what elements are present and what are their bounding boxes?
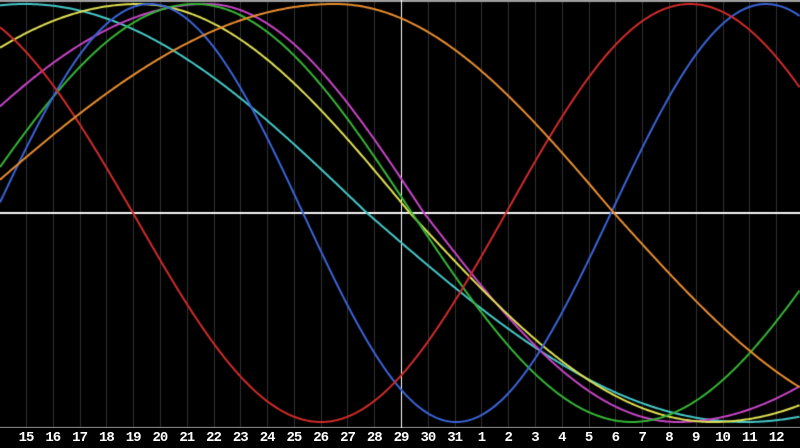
x-axis-tick-label-30: 30 — [420, 430, 436, 446]
x-axis-tick-label-9: 9 — [692, 430, 700, 446]
x-axis-tick-label-22: 22 — [206, 430, 222, 446]
biorhythm-plot-canvas — [0, 0, 800, 428]
x-axis-tick-label-17: 17 — [72, 430, 88, 446]
x-axis-tick-label-27: 27 — [340, 430, 356, 446]
x-axis-tick-label-31: 31 — [447, 430, 463, 446]
x-axis-tick-label-1: 1 — [477, 430, 486, 446]
x-axis-tick-label-18: 18 — [98, 430, 115, 446]
x-axis-tick-label-23: 23 — [232, 430, 249, 446]
x-axis-tick-label-20: 20 — [152, 430, 169, 446]
x-axis-tick-label-26: 26 — [313, 430, 329, 446]
x-axis-tick-label-25: 25 — [286, 430, 302, 446]
x-axis-tick-label-4: 4 — [558, 430, 566, 446]
x-axis-tick-label-16: 16 — [45, 430, 61, 446]
x-axis-tick-label-6: 6 — [611, 430, 620, 446]
x-axis-tick-label-10: 10 — [715, 430, 731, 446]
x-axis-tick-label-7: 7 — [638, 430, 646, 446]
x-axis-tick-label-29: 29 — [393, 430, 410, 446]
x-axis-tick-label-12: 12 — [768, 430, 785, 446]
x-axis-tick-label-3: 3 — [531, 430, 539, 446]
x-axis-tick-label-5: 5 — [584, 430, 593, 446]
x-axis-tick-label-21: 21 — [179, 430, 195, 446]
x-axis-tick-label-28: 28 — [366, 430, 383, 446]
x-axis-labels: 15 16 17 18 19 20 21 22 23 24 25 26 27 28 29 30 31 1 2 3 4 5 6… — [0, 428, 800, 448]
x-axis-tick-label-15: 15 — [18, 430, 35, 446]
x-axis-tick-label-2: 2 — [504, 430, 513, 446]
x-axis-tick-label-24: 24 — [259, 430, 276, 446]
x-axis-tick-label-11: 11 — [741, 430, 758, 446]
x-axis-tick-label-8: 8 — [665, 430, 673, 446]
x-axis-tick-label-19: 19 — [125, 430, 142, 446]
